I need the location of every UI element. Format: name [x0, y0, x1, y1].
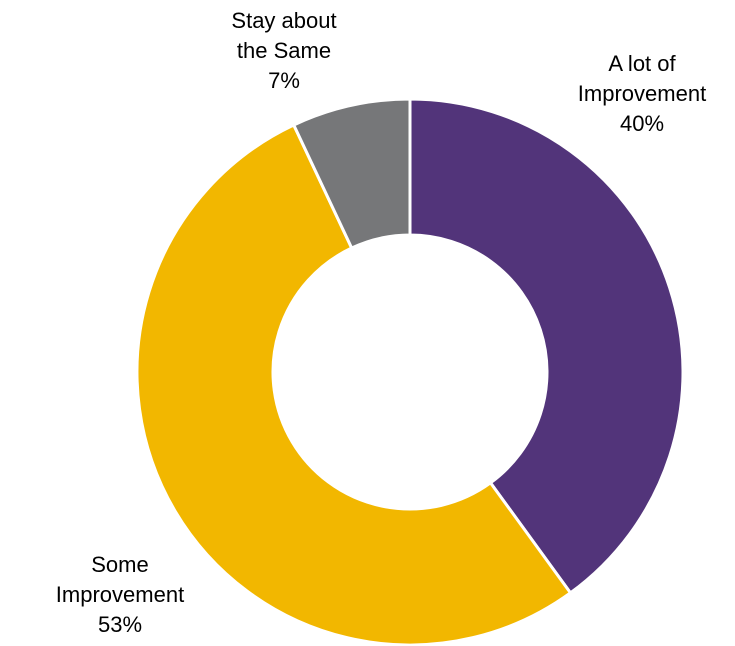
slice-category-label: Stay about [231, 8, 336, 33]
slice-category-label: the Same [237, 38, 331, 63]
slice-category-label: A lot of [608, 51, 676, 76]
slice-label: Stay about the Same 7% [231, 8, 336, 93]
slice-label: Some Improvement 53% [56, 552, 184, 637]
donut-slice [135, 122, 573, 646]
donut-slice [291, 97, 412, 251]
slice-label: A lot of Improvement 40% [578, 51, 706, 136]
slice-labels: A lot of Improvement 40% Some Improvement 53%… [56, 8, 706, 637]
slice-category-label: Some [91, 552, 148, 577]
slice-category-label: Improvement [56, 582, 184, 607]
slice-value-label: 7% [268, 68, 300, 93]
donut-slices [135, 97, 685, 646]
slice-category-label: Improvement [578, 81, 706, 106]
donut-slice [408, 97, 685, 595]
slice-value-label: 40% [620, 111, 664, 136]
slice-value-label: 53% [98, 612, 142, 637]
